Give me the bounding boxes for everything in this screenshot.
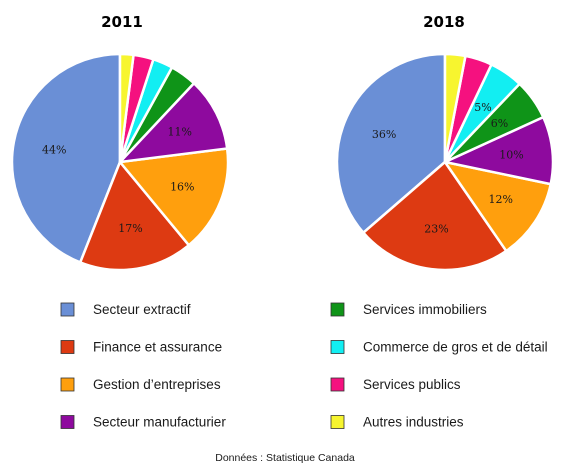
legend-swatch — [60, 302, 75, 317]
legend-label: Secteur extractif — [93, 302, 191, 317]
slice-label: 5% — [474, 101, 491, 114]
slice-label: 23% — [424, 222, 448, 235]
legend-swatch — [330, 302, 345, 317]
pie-slice — [118, 52, 135, 164]
slice-label: 17% — [118, 222, 142, 235]
legend-swatch — [330, 377, 345, 392]
pie-slice — [362, 160, 508, 272]
legend-item: Secteur manufacturier — [60, 415, 226, 430]
pie-slice — [118, 147, 230, 247]
pie-2011: 2011 44% 17% 16% 11% — [10, 13, 230, 272]
pie-title: 2018 — [423, 13, 465, 31]
pie-slice — [118, 82, 229, 164]
pie-slice — [78, 160, 191, 272]
legend: Secteur extractif Finance et assurance Ges… — [60, 302, 548, 430]
pie-title: 2011 — [101, 13, 143, 31]
slice-label: 16% — [170, 181, 194, 194]
pie-slice — [10, 52, 122, 264]
legend-item: Services publics — [330, 377, 461, 392]
slice-label: 6% — [491, 117, 508, 130]
legend-swatch — [330, 415, 345, 429]
legend-item: Gestion d’entreprises — [60, 377, 221, 392]
legend-label: Services immobiliers — [363, 302, 487, 317]
legend-swatch — [60, 377, 75, 392]
pie-slice — [443, 160, 552, 253]
pies: 2011 44% 17% 16% 11% 2018 36% 23% 12% 10% 6%5% — [10, 13, 555, 272]
legend-label: Finance et assurance — [93, 340, 222, 355]
slice-label: 10% — [499, 149, 523, 162]
legend-item: Autres industries — [330, 415, 464, 430]
slice-label: 12% — [488, 193, 512, 206]
legend-label: Commerce de gros et de détail — [363, 340, 548, 355]
legend-item: Commerce de gros et de détail — [330, 340, 548, 355]
source-note: Données : Statistique Canada — [215, 452, 355, 464]
legend-swatch — [60, 340, 75, 354]
legend-label: Services publics — [363, 377, 461, 392]
legend-item: Secteur extractif — [60, 302, 191, 317]
pie-2018: 2018 36% 23% 12% 10% 6%5% — [335, 13, 555, 272]
pie-slice — [335, 52, 447, 234]
slice-label: 44% — [42, 144, 66, 157]
legend-label: Autres industries — [363, 415, 464, 430]
legend-swatch — [330, 340, 345, 354]
legend-label: Secteur manufacturier — [93, 415, 226, 430]
legend-item: Finance et assurance — [60, 340, 222, 355]
slice-label: 36% — [372, 128, 396, 141]
slice-label: 11% — [167, 126, 191, 139]
legend-item: Services immobiliers — [330, 302, 487, 317]
legend-swatch — [60, 415, 75, 429]
legend-label: Gestion d’entreprises — [93, 377, 221, 392]
pie-slice — [443, 52, 467, 164]
